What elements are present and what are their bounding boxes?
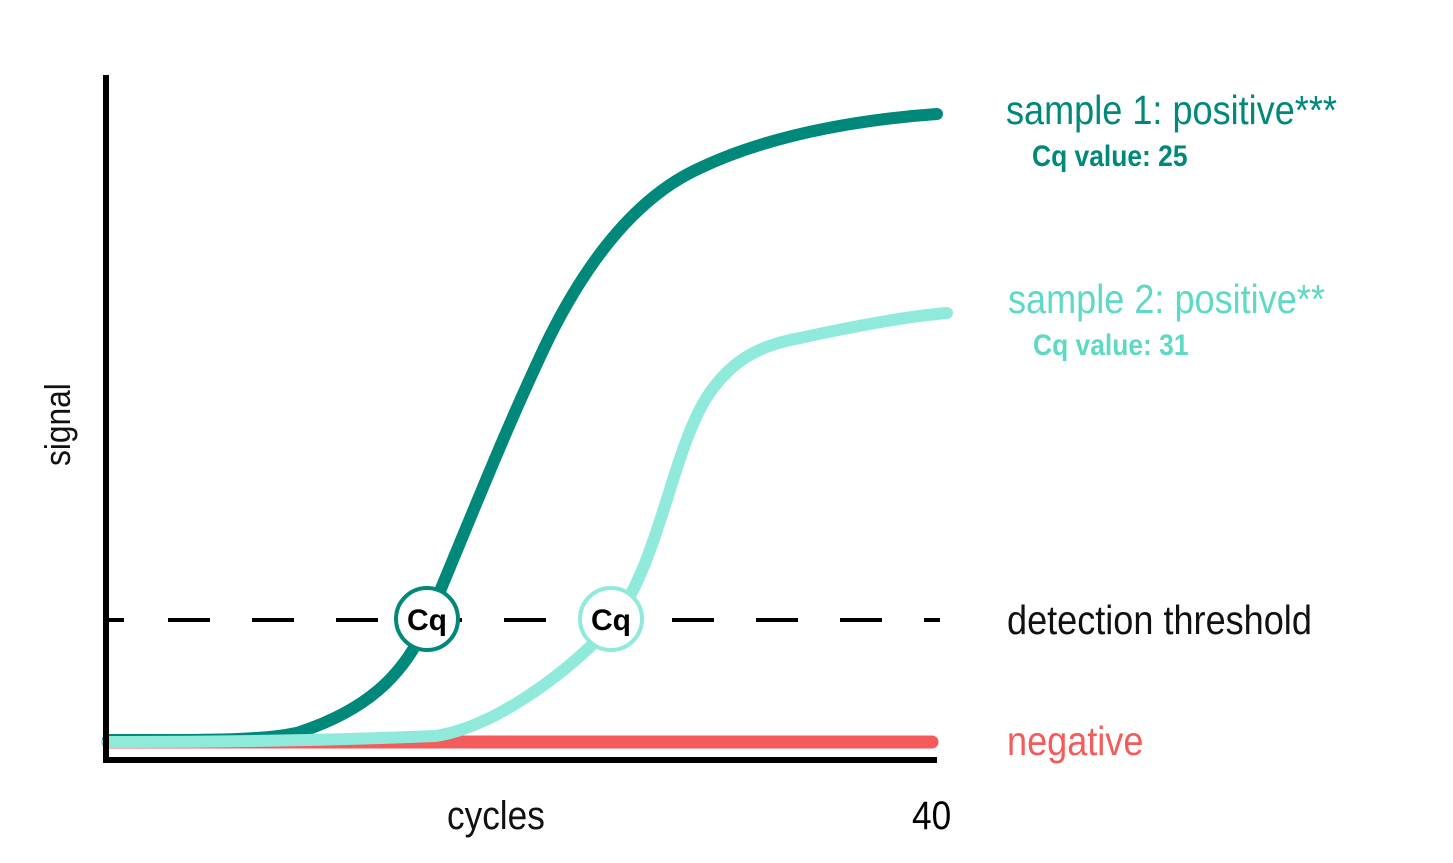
negative-label: negative (1007, 718, 1144, 764)
cq-marker-sample-2: Cq (578, 586, 644, 652)
x-axis-max-label: 40 (912, 794, 952, 838)
sample-1-title: sample 1: positive*** (1006, 87, 1337, 133)
y-axis-label: signal (37, 383, 78, 466)
sample-2-title: sample 2: positive** (1008, 276, 1325, 322)
detection-threshold-label: detection threshold (1007, 597, 1312, 643)
cq-marker-2-text: Cq (591, 604, 631, 637)
sample-2-curve (102, 307, 953, 748)
cq-marker-1-text: Cq (407, 604, 447, 637)
sample-2-cq-value: Cq value: 31 (1033, 329, 1189, 362)
cq-marker-sample-1: Cq (394, 586, 460, 652)
x-axis-label: cycles (447, 794, 545, 838)
sample-1-cq-value: Cq value: 25 (1032, 140, 1188, 173)
sample-1-curve (102, 108, 943, 747)
